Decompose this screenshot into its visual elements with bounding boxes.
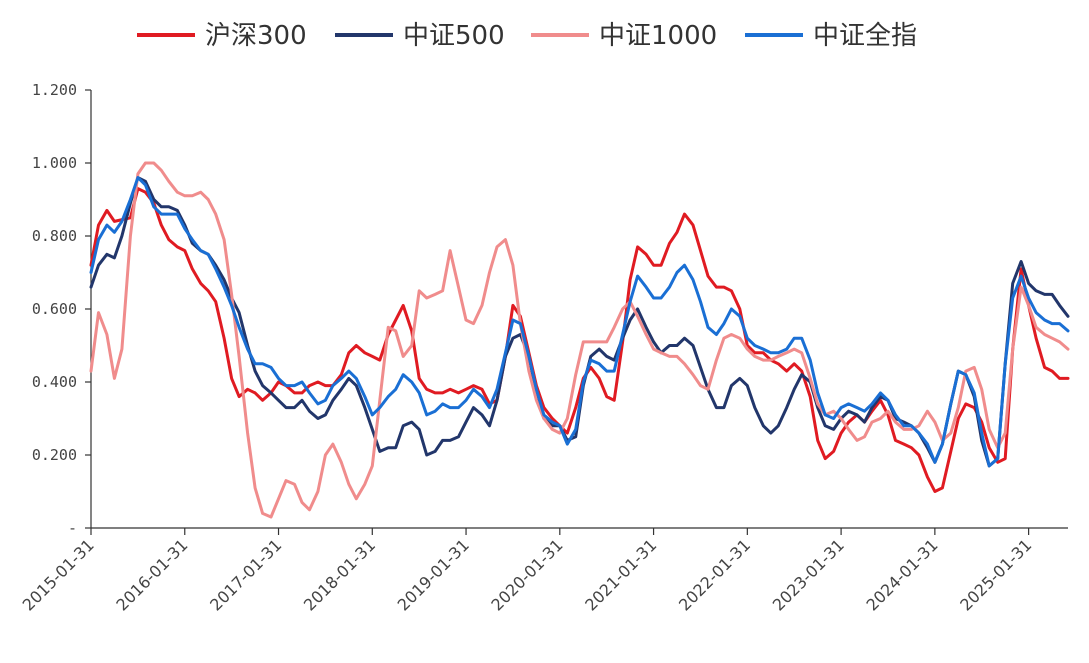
- y-tick-label: 0.800: [32, 227, 77, 245]
- x-tick-label: 2018-01-31: [300, 535, 379, 614]
- legend-item-2: 中证500: [335, 21, 505, 51]
- legend-item-3: 中证1000: [531, 21, 717, 51]
- legend-label: 中证1000: [599, 21, 717, 51]
- legend-label: 中证500: [403, 21, 505, 51]
- x-tick-label: 2020-01-31: [487, 535, 566, 614]
- legend-label: 沪深300: [205, 21, 307, 51]
- series-layer: [89, 161, 1070, 519]
- y-tick-label: 0.400: [32, 373, 77, 391]
- x-tick-label: 2019-01-31: [394, 535, 473, 614]
- x-tick-label: 2023-01-31: [769, 535, 848, 614]
- legend-item-1: 沪深300: [137, 21, 307, 51]
- x-axis: 2015-01-31 2016-01-31 2017-01-31 2018-01-31…: [19, 527, 1068, 615]
- x-tick-label: 2022-01-31: [675, 535, 754, 614]
- x-tick-label: 2024-01-31: [863, 535, 942, 614]
- series-line-3: [89, 161, 1070, 519]
- y-tick-label: 1.200: [32, 81, 77, 99]
- chart-legend: 沪深300 中证500 中证1000 中证全指: [137, 21, 917, 51]
- x-tick-label: 2025-01-31: [956, 535, 1035, 614]
- x-tick-label: 2016-01-31: [112, 535, 191, 614]
- y-tick-label: 0.600: [32, 300, 77, 318]
- x-tick-label: 2015-01-31: [19, 535, 98, 614]
- legend-item-4: 中证全指: [745, 21, 917, 51]
- x-tick-label: 2021-01-31: [581, 535, 660, 614]
- y-tick-label: -: [68, 519, 77, 537]
- y-tick-label: 0.200: [32, 446, 77, 464]
- series-line-4: [89, 176, 1070, 468]
- x-tick-label: 2017-01-31: [206, 535, 285, 614]
- y-tick-label: 1.000: [32, 154, 77, 172]
- y-axis: - 0.200 0.400 0.600 0.800 1.000 1.200: [32, 81, 92, 537]
- legend-label: 中证全指: [813, 21, 917, 51]
